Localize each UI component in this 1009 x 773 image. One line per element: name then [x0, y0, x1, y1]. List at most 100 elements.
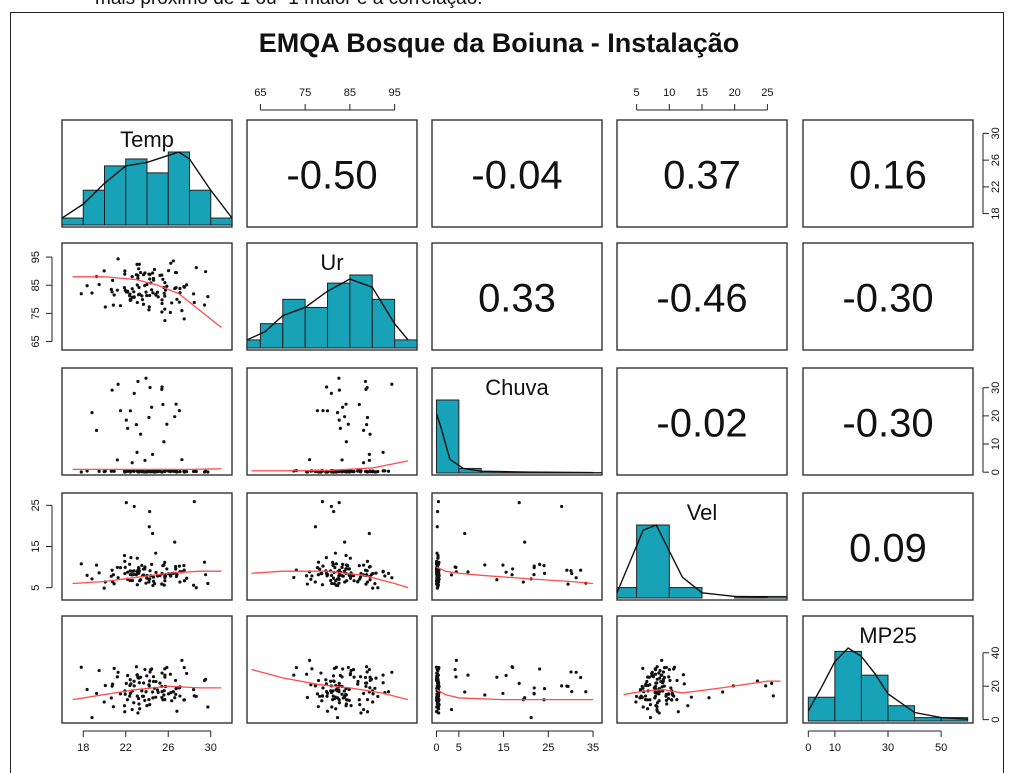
scatter-point-2-0-72: [161, 403, 164, 406]
scatter-point-3-0-99: [183, 568, 186, 571]
scatter-point-3-2-17: [501, 564, 504, 567]
scatter-point-2-0-59: [80, 470, 83, 473]
scatter-point-3-0-88: [193, 500, 196, 503]
scatter-point-2-1-24: [347, 423, 350, 426]
scatter-point-2-0-58: [111, 389, 114, 392]
scatter-point-3-1-30: [341, 563, 344, 566]
scatter-point-4-2-1: [454, 668, 457, 671]
scatter-point-4-3-54: [686, 704, 689, 707]
scatter-point-4-3-69: [690, 696, 693, 699]
scatter-point-3-1-70: [374, 571, 377, 574]
scatter-point-3-0-80: [178, 565, 181, 568]
scatter-point-2-1-4: [339, 427, 342, 430]
scatter-point-2-0-89: [140, 470, 143, 473]
scatter-point-3-1-97: [333, 566, 336, 569]
scatter-point-4-1-22: [340, 675, 343, 678]
scatter-point-2-0-30: [150, 406, 153, 409]
scatter-point-1-0-14: [175, 298, 178, 301]
scatter-point-2-1-103: [365, 423, 368, 426]
scatter-point-4-0-59: [80, 666, 83, 669]
scatter-point-4-0-7: [86, 688, 89, 691]
scatter-point-1-0-55: [98, 283, 101, 286]
scatter-point-1-0-34: [103, 269, 106, 272]
scatter-point-4-0-66: [149, 668, 152, 671]
scatter-point-3-1-33: [330, 574, 333, 577]
scatter-point-4-3-83: [662, 680, 665, 683]
tick-label-right-chuva-30: 30: [990, 382, 1002, 394]
histogram-bar-mp25-4: [915, 718, 942, 721]
scatter-point-3-2-86: [566, 583, 569, 586]
scatter-point-2-1-30: [341, 406, 344, 409]
scatter-point-4-1-34: [371, 700, 374, 703]
scatter-point-3-1-2: [314, 525, 317, 528]
scatter-point-4-2-109: [532, 692, 535, 695]
scatter-point-4-2-11: [575, 671, 578, 674]
scatter-point-3-1-17: [362, 564, 365, 567]
histogram-bar-temp-7: [211, 218, 232, 225]
scatter-point-2-1-19: [381, 451, 384, 454]
scatter-point-3-0-109: [129, 573, 132, 576]
scatter-point-3-1-109: [326, 573, 329, 576]
scatter-point-4-0-92: [136, 676, 139, 679]
scatter-point-4-3-5: [646, 707, 649, 710]
scatter-point-3-0-36: [173, 541, 176, 544]
scatter-point-3-0-51: [206, 582, 209, 585]
scatter-point-4-1-60: [338, 701, 341, 704]
scatter-point-1-0-77: [128, 293, 131, 296]
scatter-point-4-1-66: [352, 668, 355, 671]
tick-label-bottom-mp25-10: 10: [829, 742, 841, 754]
scatter-point-4-1-80: [321, 686, 324, 689]
scatter-point-4-2-103: [510, 665, 513, 668]
scatter-point-4-3-57: [646, 698, 649, 701]
scatter-point-3-0-106: [147, 578, 150, 581]
scatter-point-2-0-103: [135, 423, 138, 426]
tick-label-right-chuva-0: 0: [990, 469, 1002, 475]
scatter-point-3-0-62: [129, 556, 132, 559]
tick-label-top-ur-95: 95: [389, 87, 401, 99]
scatter-point-3-2-74: [518, 501, 521, 504]
scatter-point-4-3-64: [640, 695, 643, 698]
scatter-point-4-0-17: [95, 692, 98, 695]
scatter-point-3-1-92: [364, 569, 367, 572]
scatter-point-4-0-61: [163, 674, 166, 677]
scatter-point-3-2-62: [436, 556, 439, 559]
scatter-point-2-0-100: [178, 470, 181, 473]
scatter-point-4-0-9: [180, 659, 183, 662]
scatter-point-2-0-13: [133, 392, 136, 395]
histogram-bar-ur-1: [260, 324, 282, 348]
scatter-point-4-1-95: [329, 689, 332, 692]
histogram-bar-temp-6: [190, 190, 211, 225]
scatter-point-1-0-79: [163, 308, 166, 311]
scatter-point-4-0-39: [147, 698, 150, 701]
scatter-point-3-1-74: [338, 501, 341, 504]
scatter-point-4-1-39: [366, 698, 369, 701]
scatter-point-2-1-36: [343, 415, 346, 418]
scatter-point-3-1-94: [368, 532, 371, 535]
scatter-point-1-0-2: [148, 305, 151, 308]
scatter-point-4-1-47: [306, 696, 309, 699]
scatter-point-4-0-77: [128, 684, 131, 687]
scatter-point-4-3-75: [654, 682, 657, 685]
scatter-point-4-0-99: [183, 666, 186, 669]
scatter-point-2-1-74: [338, 419, 341, 422]
scatter-point-4-0-109: [129, 692, 132, 695]
scatter-point-4-0-91: [124, 693, 127, 696]
scatter-point-1-0-33: [157, 295, 160, 298]
variable-label-chuva: Chuva: [485, 375, 549, 400]
scatter-point-4-1-63: [332, 679, 335, 682]
scatter-point-4-2-9: [455, 659, 458, 662]
scatter-point-4-2-96: [530, 716, 533, 719]
scatter-point-4-0-78: [143, 699, 146, 702]
scatter-point-3-0-55: [98, 571, 101, 574]
scatter-point-4-0-36: [173, 696, 176, 699]
scatter-point-4-3-3: [665, 702, 668, 705]
variable-label-mp25: MP25: [859, 623, 916, 648]
scatter-point-1-0-49: [204, 270, 207, 273]
scatter-point-4-0-34: [103, 700, 106, 703]
scatter-point-2-1-80: [321, 409, 324, 412]
scatter-point-4-0-85: [174, 687, 177, 690]
scatter-point-3-0-65: [182, 564, 185, 567]
scatter-point-2-1-72: [358, 403, 361, 406]
scatter-point-2-0-11: [116, 383, 119, 386]
scatter-point-2-1-81: [382, 469, 385, 472]
